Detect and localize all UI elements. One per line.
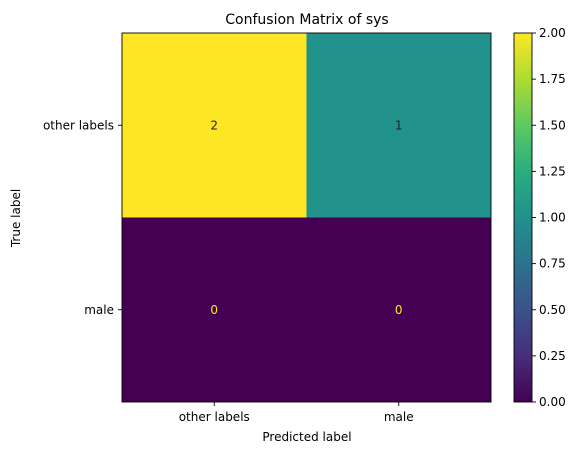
heatmap-cell-labels: 2 1 0 0 [210,118,402,317]
heatmap-cell [122,33,307,218]
x-axis-ticks: other labels male [179,402,414,424]
colorbar-tick-label: 1.50 [539,118,566,132]
colorbar-tick-label: 1.25 [539,164,566,178]
cell-value-label: 0 [210,303,218,317]
heatmap-cells [122,33,491,402]
colorbar-tick-label: 1.00 [539,211,566,225]
y-axis-label: True label [9,189,23,248]
colorbar-tick-label: 1.75 [539,72,566,86]
x-tick-label: other labels [179,410,250,424]
y-tick-label: male [84,303,114,317]
chart-title: Confusion Matrix of sys [225,12,388,28]
heatmap-cell [306,217,491,402]
heatmap-cell [306,33,491,218]
heatmap-cell [122,217,307,402]
cell-value-label: 2 [210,118,218,132]
y-tick-label: other labels [43,118,114,132]
x-axis-label: Predicted label [262,430,351,444]
plot-frame [121,32,492,403]
colorbar-tick-label: 0.50 [539,303,566,317]
cell-value-label: 1 [395,118,403,132]
colorbar [513,32,533,403]
colorbar-ticks: 0.00 0.25 0.50 0.75 1.00 1.25 1.50 1.75 2.00 [532,26,566,409]
cell-value-label: 0 [395,303,403,317]
x-tick-label: male [384,410,414,424]
colorbar-tick-label: 2.00 [539,26,566,40]
colorbar-tick-label: 0.75 [539,257,566,271]
colorbar-tick-label: 0.00 [539,395,566,409]
y-axis-ticks: other labels male [43,118,122,317]
colorbar-tick-label: 0.25 [539,349,566,363]
